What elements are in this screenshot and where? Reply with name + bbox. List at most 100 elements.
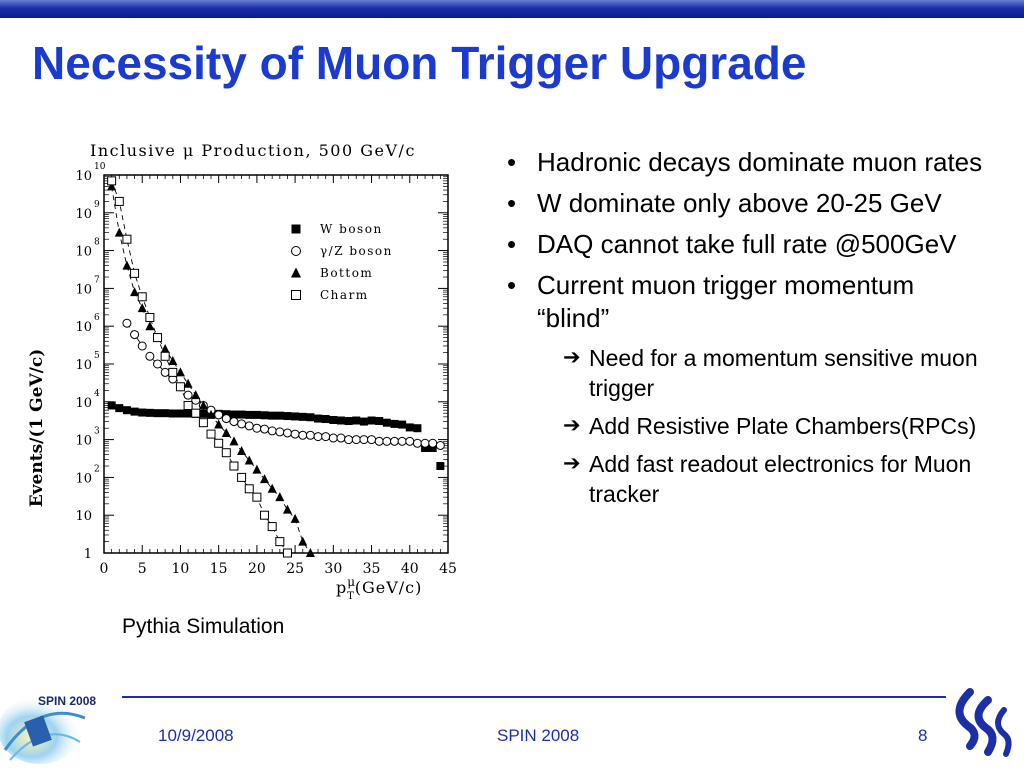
data-point bbox=[191, 390, 201, 400]
data-point bbox=[305, 430, 315, 440]
x-tick-label: 15 bbox=[210, 561, 228, 577]
y-tick-exponent: 5 bbox=[94, 351, 100, 361]
data-point bbox=[153, 359, 163, 369]
legend-label: Charm bbox=[320, 288, 369, 302]
data-point bbox=[145, 312, 155, 322]
data-point bbox=[198, 400, 208, 410]
data-point bbox=[137, 341, 147, 351]
y-tick-label: 10 bbox=[75, 282, 92, 297]
data-point bbox=[145, 351, 155, 361]
data-point bbox=[114, 196, 124, 206]
data-point bbox=[153, 409, 162, 418]
sub-bullet-text: Add fast readout electronics for Muon tr… bbox=[589, 451, 972, 507]
data-point bbox=[314, 414, 323, 423]
data-point bbox=[298, 430, 308, 440]
data-point bbox=[252, 464, 262, 474]
data-point bbox=[122, 318, 132, 328]
data-point bbox=[237, 445, 247, 455]
data-point bbox=[221, 448, 231, 458]
data-point bbox=[237, 410, 246, 419]
data-point bbox=[137, 292, 147, 302]
bullet-item: • Current muon trigger momentum “blind” bbox=[505, 269, 985, 335]
data-point bbox=[275, 537, 285, 547]
data-point bbox=[245, 410, 254, 419]
data-point bbox=[321, 415, 330, 424]
data-point bbox=[260, 474, 270, 484]
data-point bbox=[436, 462, 445, 471]
data-point bbox=[290, 513, 300, 523]
data-point bbox=[221, 414, 231, 424]
figure-caption: Pythia Simulation bbox=[122, 615, 285, 638]
y-tick-label: 10 bbox=[75, 434, 92, 449]
data-point bbox=[336, 433, 346, 443]
legend-marker bbox=[291, 246, 301, 256]
legend-label: W boson bbox=[320, 222, 383, 236]
data-point bbox=[344, 435, 354, 445]
y-tick-label: 10 bbox=[75, 471, 92, 486]
data-point bbox=[122, 260, 132, 270]
axes-layer: 0 5 10 15 20 25 30 35 40 451101021031041051061071… bbox=[75, 162, 456, 577]
spin-logo-text: SPIN 2008 bbox=[38, 694, 96, 708]
data-point bbox=[183, 400, 193, 410]
x-tick-label: 5 bbox=[138, 561, 147, 577]
y-tick-label: 10 bbox=[75, 396, 92, 411]
data-point bbox=[397, 436, 407, 446]
series-3 bbox=[107, 176, 292, 558]
data-point bbox=[260, 411, 269, 420]
footer-rule bbox=[122, 696, 946, 698]
x-tick-label: 0 bbox=[100, 561, 109, 577]
bullet-dot: • bbox=[507, 229, 517, 259]
data-point bbox=[115, 404, 124, 413]
bullet-list: • Hadronic decays dominate muon rates • W … bbox=[505, 146, 985, 517]
data-point bbox=[145, 408, 154, 417]
data-point bbox=[260, 510, 270, 520]
data-point bbox=[298, 412, 307, 421]
data-point bbox=[352, 416, 361, 425]
data-point bbox=[329, 416, 338, 425]
data-point bbox=[412, 438, 422, 448]
data-point bbox=[191, 408, 201, 418]
chart-legend: W boson γ/Z boson Bottom Charm bbox=[291, 222, 393, 302]
data-point bbox=[122, 234, 132, 244]
data-point bbox=[359, 417, 368, 426]
top-gradient-bar bbox=[0, 0, 1024, 18]
y-tick-label: 1 bbox=[84, 547, 92, 562]
right-arrow-icon: ➔ bbox=[563, 414, 581, 437]
chart: Inclusive μ Production, 500 GeV/c Events… bbox=[18, 128, 478, 610]
bullet-dot: • bbox=[507, 188, 517, 218]
data-point bbox=[405, 436, 415, 446]
data-point bbox=[268, 411, 277, 420]
bullet-item: • W dominate only above 20-25 GeV bbox=[505, 187, 985, 220]
data-point bbox=[389, 436, 399, 446]
data-point bbox=[160, 343, 170, 353]
y-tick-exponent: 8 bbox=[94, 238, 100, 248]
data-point bbox=[168, 409, 177, 418]
y-tick-label: 10 bbox=[75, 245, 92, 260]
data-point bbox=[130, 407, 139, 416]
data-point bbox=[130, 330, 140, 340]
data-point bbox=[175, 382, 185, 392]
legend-marker bbox=[291, 267, 301, 278]
data-point bbox=[244, 455, 254, 465]
chart-svg: Inclusive μ Production, 500 GeV/c Events… bbox=[27, 141, 457, 602]
data-point bbox=[184, 409, 193, 418]
y-tick-exponent: 6 bbox=[94, 313, 100, 323]
data-point bbox=[237, 419, 247, 429]
data-point bbox=[206, 429, 216, 439]
sub-bullet-item: ➔ Add fast readout electronics for Muon t… bbox=[505, 449, 985, 509]
data-point bbox=[229, 461, 239, 471]
x-tick-label: 10 bbox=[172, 561, 190, 577]
legend-marker bbox=[291, 290, 301, 300]
spin-2008-logo: SPIN 2008 bbox=[0, 680, 120, 768]
bullet-item: • DAQ cannot take full rate @500GeV bbox=[505, 228, 985, 261]
data-point bbox=[252, 423, 262, 433]
data-point bbox=[267, 483, 277, 493]
data-point bbox=[114, 227, 124, 237]
chart-title: Inclusive μ Production, 500 GeV/c bbox=[90, 141, 416, 160]
slide-title: Necessity of Muon Trigger Upgrade bbox=[32, 37, 807, 89]
data-point bbox=[398, 420, 407, 429]
sub-bullet-text: Add Resistive Plate Chambers(RPCs) bbox=[589, 413, 977, 439]
data-point bbox=[214, 410, 224, 420]
legend-label: γ/Z boson bbox=[320, 244, 393, 258]
data-point bbox=[374, 436, 384, 446]
